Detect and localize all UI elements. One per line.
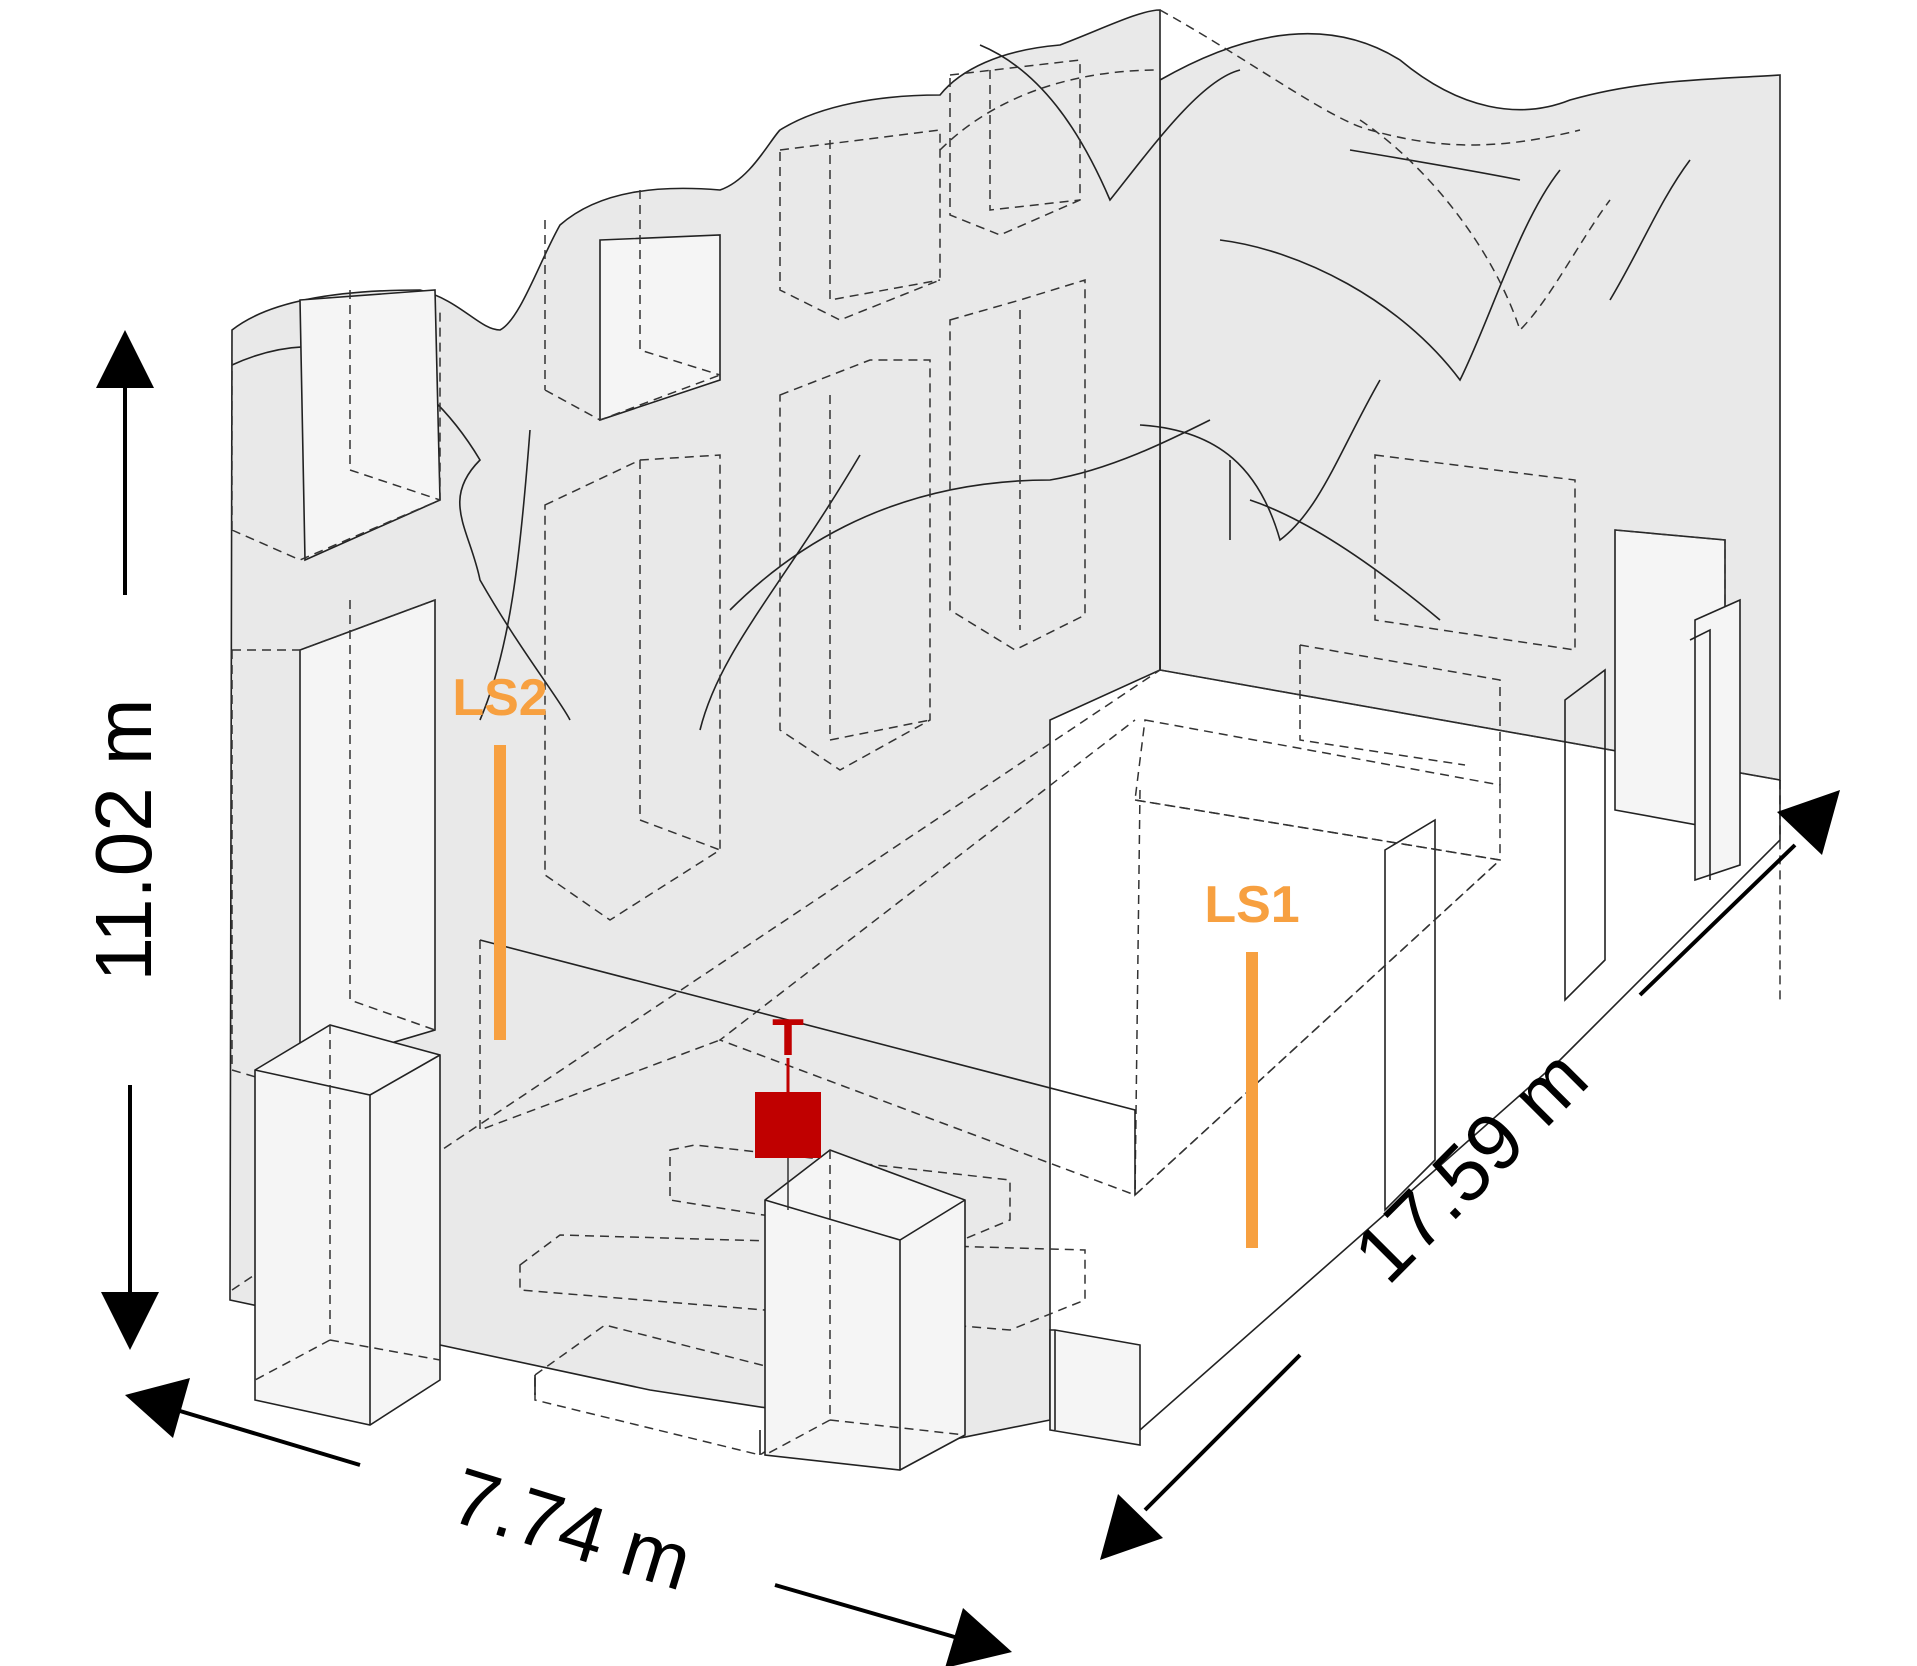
niche-upper-mid [599,234,721,422]
length-label: 17.59 m [1337,1032,1604,1299]
ls1-label: LS1 [1204,876,1299,934]
vault-curve-2 [479,429,531,721]
pilaster-mid [544,454,721,921]
vault-curve-5 [979,44,1241,202]
length-arrow-down [1100,1494,1163,1560]
height-dimension: 11.02 m [79,330,168,1350]
loudspeaker-ls2: LS2 [452,669,548,1040]
right-front-block [1049,1329,1141,1446]
target-label: T [772,1009,804,1067]
step-lower [519,1234,1086,1331]
height-arrow-up [96,330,154,388]
vault-dash-2 [1359,119,1611,332]
pilaster-far [949,278,1086,651]
width-arrow-right [945,1608,1012,1666]
niche-upper-right [779,129,941,321]
loudspeaker-ls1: LS1 [1204,876,1300,1248]
target-marker [755,1092,821,1158]
right-pilaster-1 [1564,668,1606,1002]
step-upper [669,1144,1011,1246]
right-pilaster-2 [1384,818,1436,1212]
room-shell [229,9,1781,1441]
niche-far-upper [949,59,1081,236]
rear-step [1299,644,1501,785]
vault-dash-1 [1159,9,1581,146]
vault-dash-3 [939,69,1161,151]
vault-curve-8 [1139,379,1381,542]
ls2-label: LS2 [452,669,547,727]
side-post [1694,598,1741,882]
front-elements [254,1024,1141,1471]
height-arrow-down [101,1292,159,1350]
target-position: T [755,1009,821,1210]
floor-edge-right [1139,780,1781,1431]
length-arrow-up [1777,790,1840,855]
front-pillar [764,1149,966,1471]
width-label: 7.74 m [442,1451,702,1608]
pilaster-right [779,359,931,771]
step-front [534,1324,821,1456]
left-wall [229,9,1161,1441]
pilaster-left [299,598,436,1072]
central-platform [479,644,1502,1197]
width-arrow-left [125,1378,190,1438]
vault-curve-9 [1349,149,1521,181]
vault-curve-7 [1249,499,1441,621]
vault-curve-10 [1609,159,1691,301]
height-label: 11.02 m [79,698,168,981]
platform-top [1134,719,1501,861]
vault-curve-3 [729,419,1211,611]
vault-curve-6 [1219,169,1561,382]
wall-niches [231,59,1741,1212]
